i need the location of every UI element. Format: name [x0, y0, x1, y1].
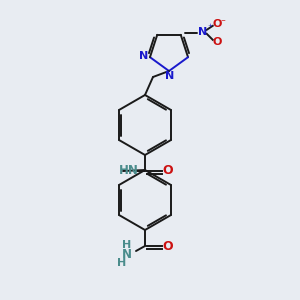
Text: O: O	[163, 164, 173, 178]
Text: O: O	[212, 37, 221, 47]
Text: O: O	[163, 239, 173, 253]
Text: N: N	[122, 248, 132, 262]
Text: O: O	[212, 19, 221, 29]
Text: N: N	[198, 27, 207, 37]
Text: N: N	[165, 71, 175, 81]
Text: HN: HN	[119, 164, 139, 178]
Text: H: H	[117, 258, 127, 268]
Text: N: N	[140, 51, 148, 61]
Text: $^-$: $^-$	[219, 17, 226, 26]
Text: $^+$: $^+$	[206, 22, 214, 31]
Text: H: H	[122, 240, 132, 250]
